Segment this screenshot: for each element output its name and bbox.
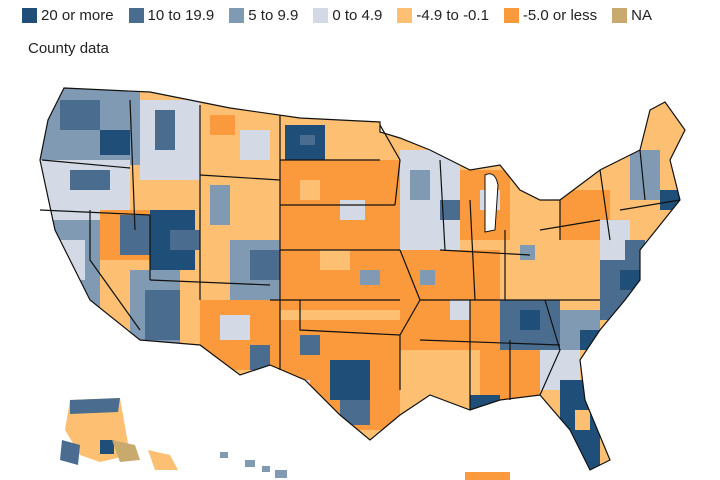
legend-item-na: NA [612, 7, 652, 24]
legend-item-0-to-4-9: 0 to 4.9 [313, 7, 382, 24]
map-subtitle: County data [28, 40, 109, 57]
legend-item-neg-4-9-to-neg-0-1: -4.9 to -0.1 [397, 7, 489, 24]
state-borders [39, 87, 686, 471]
legend-item-5-to-9-9: 5 to 9.9 [229, 7, 298, 24]
lake-michigan [484, 173, 499, 233]
hawaii [220, 452, 287, 478]
legend-item-10-to-19-9: 10 to 19.9 [128, 7, 215, 24]
puerto-rico [465, 472, 510, 480]
legend-swatch [22, 8, 37, 23]
legend-label: -5.0 or less [522, 7, 598, 24]
legend-label: 10 to 19.9 [147, 7, 215, 24]
legend-swatch [229, 8, 245, 23]
legend-label: -4.9 to -0.1 [416, 7, 489, 24]
legend-swatch [397, 8, 413, 23]
legend-item-neg-5-or-less: -5.0 or less [503, 7, 598, 24]
legend-swatch [313, 8, 329, 23]
alaska [60, 398, 178, 470]
legend-label: 0 to 4.9 [332, 7, 383, 24]
legend-item-20-or-more: 20 or more [22, 7, 114, 24]
legend-swatch [612, 8, 628, 23]
legend-label: 5 to 9.9 [248, 7, 299, 24]
legend-label: 20 or more [41, 7, 114, 24]
legend-label: NA [631, 7, 652, 24]
legend-swatch [503, 8, 519, 23]
legend: 20 or more 10 to 19.9 5 to 9.9 0 to 4.9 … [22, 7, 667, 24]
legend-swatch [128, 8, 144, 23]
